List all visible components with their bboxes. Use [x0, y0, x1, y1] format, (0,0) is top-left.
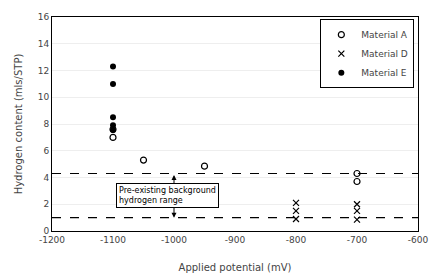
svg-text:16: 16 — [38, 12, 50, 22]
svg-text:Material D: Material D — [361, 49, 407, 59]
svg-text:Hydrogen content (mls/STP): Hydrogen content (mls/STP) — [13, 54, 24, 195]
svg-text:-1200: -1200 — [39, 235, 65, 245]
svg-text:6: 6 — [43, 146, 49, 156]
svg-text:-600: -600 — [408, 235, 429, 245]
svg-text:-1000: -1000 — [161, 235, 187, 245]
svg-text:14: 14 — [38, 39, 50, 49]
svg-text:Material E: Material E — [361, 68, 406, 78]
svg-text:Applied potential (mV): Applied potential (mV) — [179, 262, 292, 273]
svg-text:Material A: Material A — [361, 30, 407, 40]
svg-text:10: 10 — [38, 92, 50, 102]
svg-text:12: 12 — [38, 66, 49, 76]
svg-text:-900: -900 — [225, 235, 246, 245]
svg-text:-700: -700 — [347, 235, 368, 245]
svg-text:-800: -800 — [286, 235, 307, 245]
svg-text:0: 0 — [43, 226, 49, 236]
svg-text:8: 8 — [43, 119, 49, 129]
svg-text:4: 4 — [43, 173, 49, 183]
svg-text:2: 2 — [43, 199, 49, 209]
svg-text:Pre-existing backgroundhydroge: Pre-existing backgroundhydrogen range — [119, 186, 216, 205]
svg-text:-1100: -1100 — [100, 235, 126, 245]
